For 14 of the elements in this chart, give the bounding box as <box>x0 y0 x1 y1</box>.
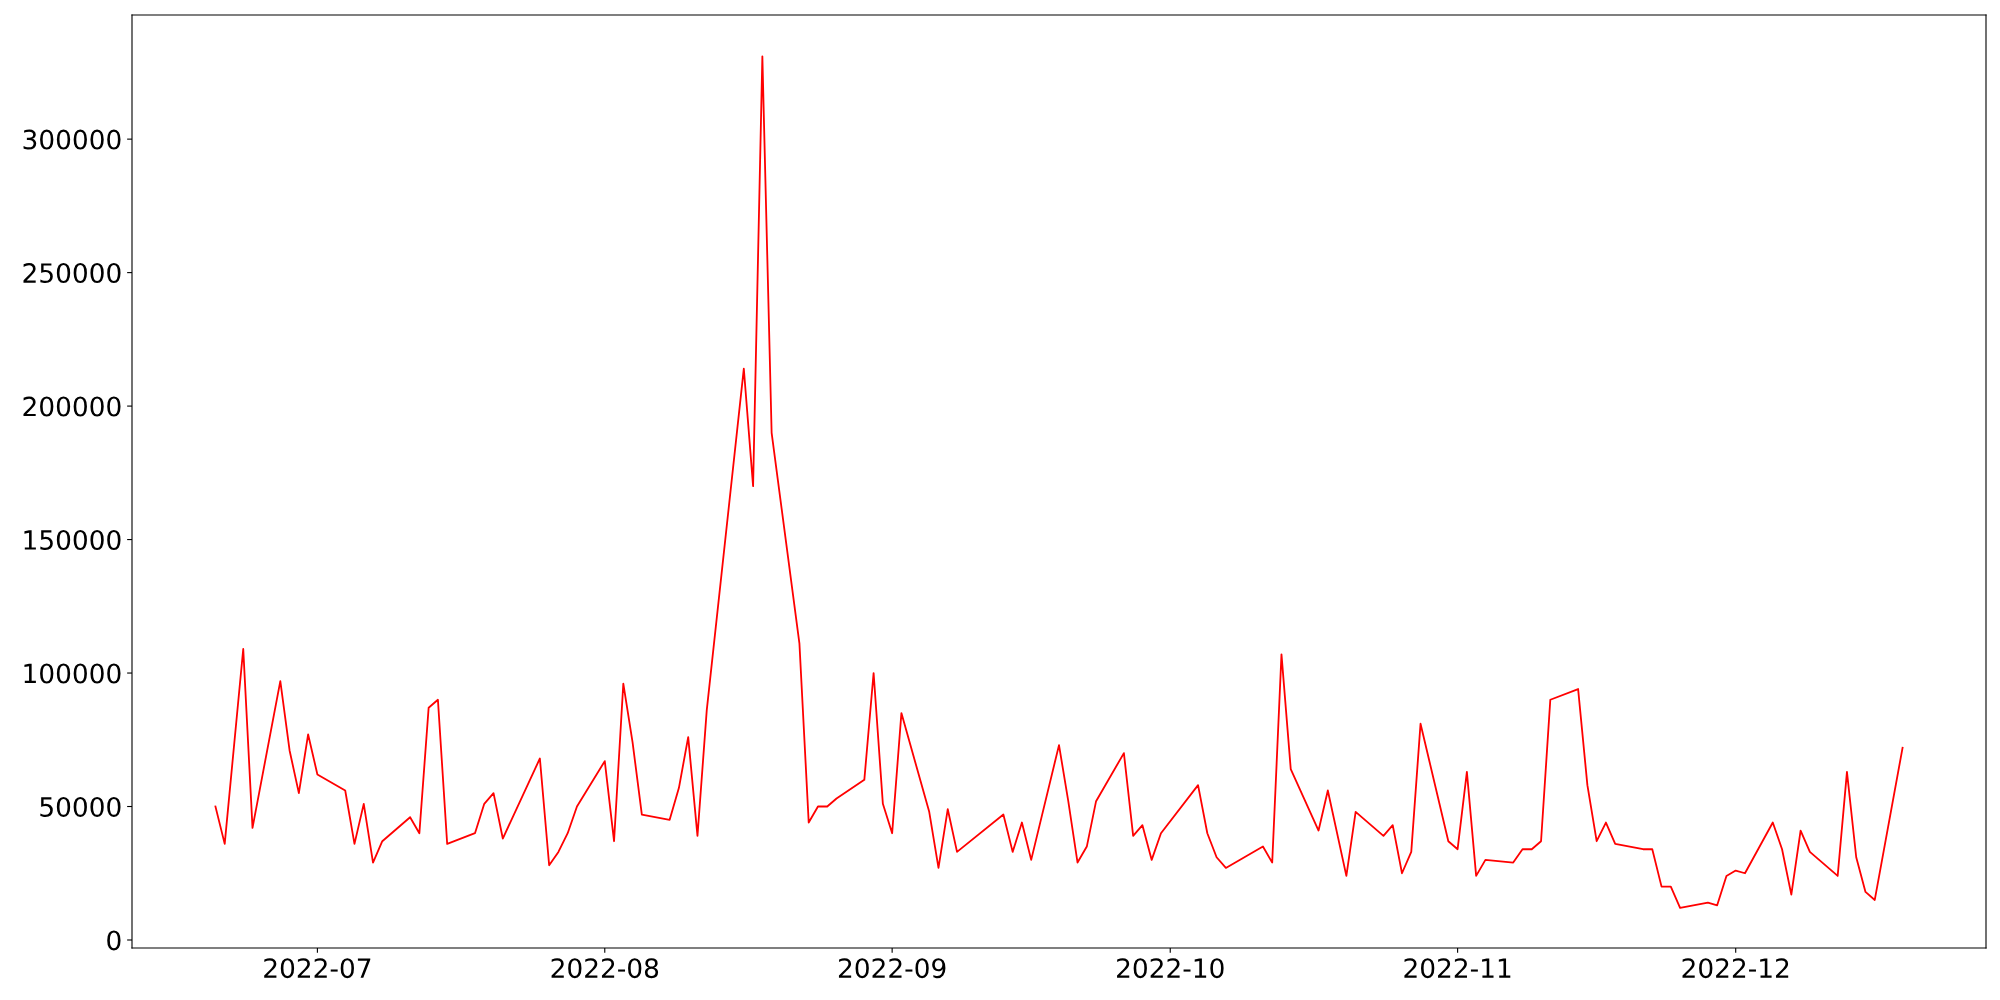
y-tick-label: 0 <box>107 930 121 951</box>
y-tick-label: 100000 <box>24 663 121 684</box>
y-tick-label: 200000 <box>23 396 121 417</box>
x-tick-label: 2022-07 <box>264 958 371 979</box>
x-tick-label: 2022-08 <box>551 958 659 979</box>
y-tick-label: 50000 <box>40 796 121 817</box>
y-tick-label: 250000 <box>23 263 121 284</box>
y-tick-label: 150000 <box>24 530 121 550</box>
line-series <box>214 55 1904 909</box>
x-tick-label: 2022-12 <box>1682 958 1789 979</box>
x-tick-label: 2022-10 <box>1117 958 1224 979</box>
y-tick-label: 300000 <box>23 129 121 150</box>
x-tick-label: 2022-09 <box>838 958 946 979</box>
x-tick-label: 2022-11 <box>1404 958 1511 979</box>
